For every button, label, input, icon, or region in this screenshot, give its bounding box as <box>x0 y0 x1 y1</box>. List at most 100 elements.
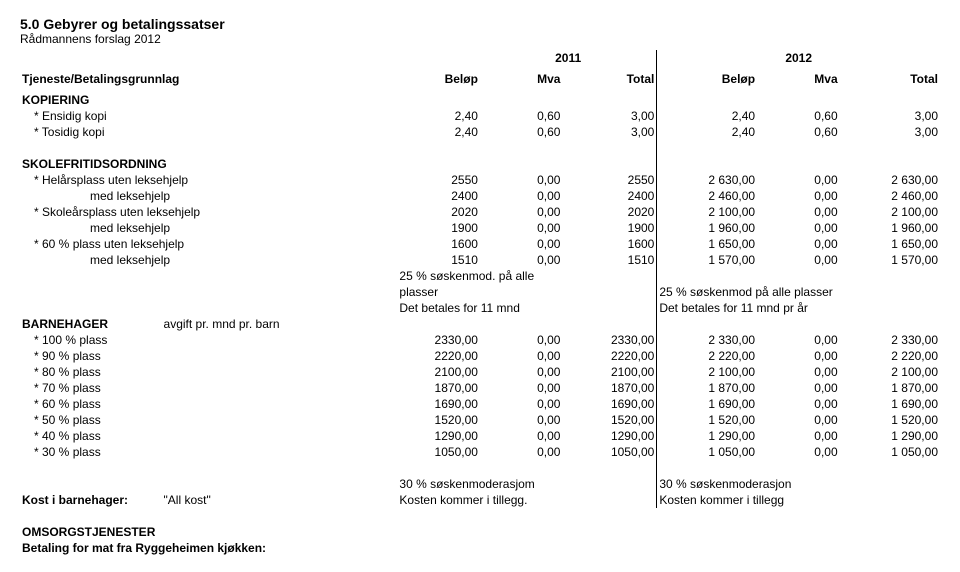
cell: 2330,00 <box>397 332 480 348</box>
row-label: * 70 % plass <box>20 380 397 396</box>
section-sfo: SKOLEFRITIDSORDNING <box>20 156 397 172</box>
cell: 0,60 <box>757 124 840 140</box>
cell: 1 290,00 <box>840 428 940 444</box>
cell: 1 690,00 <box>657 396 757 412</box>
row-label: * Skoleårsplass uten leksehjelp <box>20 204 397 220</box>
table-row: * 60 % plass 1690,000,001690,00 1 690,00… <box>20 396 940 412</box>
cell: 1520,00 <box>562 412 656 428</box>
row-label: med leksehjelp <box>20 252 397 268</box>
cell: 1290,00 <box>397 428 480 444</box>
cell: 1050,00 <box>397 444 480 460</box>
header-belop-1: Beløp <box>397 71 480 92</box>
cell: 1050,00 <box>562 444 656 460</box>
table-row: * 40 % plass 1290,000,001290,00 1 290,00… <box>20 428 940 444</box>
cell: 0,00 <box>757 172 840 188</box>
cell: 0,00 <box>757 348 840 364</box>
cell: 0,00 <box>480 444 563 460</box>
cell: 1510 <box>397 252 480 268</box>
table-row: med leksehjelp 15100,001510 1 570,000,00… <box>20 252 940 268</box>
cell: 0,00 <box>757 444 840 460</box>
table-row: * 100 % plass 2330,000,002330,00 2 330,0… <box>20 332 940 348</box>
cell: 2550 <box>562 172 656 188</box>
cell: 0,60 <box>480 124 563 140</box>
table-row: * 60 % plass uten leksehjelp 16000,00160… <box>20 236 940 252</box>
cell: 1 570,00 <box>657 252 757 268</box>
table-row: * 30 % plass 1050,000,001050,00 1 050,00… <box>20 444 940 460</box>
row-label: med leksehjelp <box>20 220 397 236</box>
cell: 2 100,00 <box>657 204 757 220</box>
table-row: med leksehjelp 24000,002400 2 460,000,00… <box>20 188 940 204</box>
cell: 0,00 <box>480 220 563 236</box>
cell: 0,00 <box>480 412 563 428</box>
header-total-1: Total <box>562 71 656 92</box>
cell: 1520,00 <box>397 412 480 428</box>
cell: 0,00 <box>480 188 563 204</box>
cell: 0,00 <box>757 364 840 380</box>
section-kopiering: KOPIERING <box>20 92 397 108</box>
kost-label-1: Kost i barnehager: <box>20 492 162 508</box>
cell: 3,00 <box>562 108 656 124</box>
cell: 2 100,00 <box>840 204 940 220</box>
sfo-note-right-1: 25 % søskenmod på alle plasser <box>657 284 940 300</box>
table-row: * Helårsplass uten leksehjelp 25500,0025… <box>20 172 940 188</box>
cell: 2,40 <box>657 124 757 140</box>
cell: 2020 <box>562 204 656 220</box>
table-row: * 50 % plass 1520,000,001520,00 1 520,00… <box>20 412 940 428</box>
row-label: * Tosidig kopi <box>20 124 397 140</box>
cell: 1870,00 <box>397 380 480 396</box>
cell: 1 050,00 <box>840 444 940 460</box>
cell: 2,40 <box>397 108 480 124</box>
section-barnehager: BARNEHAGER <box>20 316 162 332</box>
cell: 2 100,00 <box>840 364 940 380</box>
cell: 1 960,00 <box>840 220 940 236</box>
cell: 0,00 <box>757 204 840 220</box>
row-label: * Ensidig kopi <box>20 108 397 124</box>
cell: 2 330,00 <box>840 332 940 348</box>
cell: 0,00 <box>480 204 563 220</box>
kost-note-right-2: Kosten kommer i tillegg <box>657 492 940 508</box>
sfo-note-left-1a: 25 % søskenmod. på alle <box>397 268 656 284</box>
rates-table: 2011 2012 Tjeneste/Betalingsgrunnlag Bel… <box>20 50 940 556</box>
kost-label-2: "All kost" <box>162 492 398 508</box>
omsorg-sub: Betaling for mat fra Ryggeheimen kjøkken… <box>20 540 940 556</box>
cell: 1900 <box>562 220 656 236</box>
cell: 2 460,00 <box>657 188 757 204</box>
row-label: * 30 % plass <box>20 444 397 460</box>
cell: 2400 <box>562 188 656 204</box>
header-belop-2: Beløp <box>657 71 757 92</box>
cell: 0,00 <box>480 252 563 268</box>
table-row: * 90 % plass 2220,000,002220,00 2 220,00… <box>20 348 940 364</box>
cell: 1 520,00 <box>657 412 757 428</box>
cell: 0,00 <box>480 364 563 380</box>
cell: 0,00 <box>757 380 840 396</box>
year-2012: 2012 <box>657 50 940 71</box>
cell: 2100,00 <box>397 364 480 380</box>
header-total-2: Total <box>840 71 940 92</box>
cell: 2,40 <box>657 108 757 124</box>
cell: 2 630,00 <box>657 172 757 188</box>
cell: 1 870,00 <box>840 380 940 396</box>
cell: 0,60 <box>480 108 563 124</box>
cell: 2100,00 <box>562 364 656 380</box>
cell: 3,00 <box>840 108 940 124</box>
row-label: * Helårsplass uten leksehjelp <box>20 172 397 188</box>
cell: 3,00 <box>840 124 940 140</box>
cell: 0,00 <box>757 236 840 252</box>
table-row: med leksehjelp 19000,001900 1 960,000,00… <box>20 220 940 236</box>
row-label: * 40 % plass <box>20 428 397 444</box>
cell: 1510 <box>562 252 656 268</box>
row-label: * 90 % plass <box>20 348 397 364</box>
cell: 2400 <box>397 188 480 204</box>
cell: 0,00 <box>757 188 840 204</box>
cell: 1 870,00 <box>657 380 757 396</box>
table-row: * 80 % plass 2100,000,002100,00 2 100,00… <box>20 364 940 380</box>
cell: 1600 <box>562 236 656 252</box>
cell: 0,00 <box>757 428 840 444</box>
kost-note-right-1: 30 % søskenmoderasjon <box>657 476 940 492</box>
sfo-note-left-2: Det betales for 11 mnd <box>397 300 656 316</box>
cell: 2 460,00 <box>840 188 940 204</box>
cell: 1600 <box>397 236 480 252</box>
cell: 1 520,00 <box>840 412 940 428</box>
cell: 2330,00 <box>562 332 656 348</box>
cell: 1690,00 <box>562 396 656 412</box>
